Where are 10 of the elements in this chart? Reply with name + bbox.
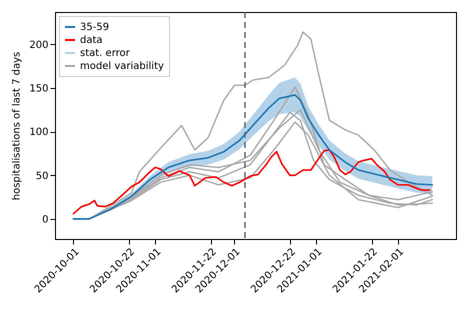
y-axis-title: hospitalisations of last 7 days bbox=[11, 52, 22, 200]
legend-label: data bbox=[80, 35, 103, 46]
legend-label: model variability bbox=[80, 61, 164, 72]
y-tick-label: 50 bbox=[36, 170, 48, 182]
y-tick-label: 0 bbox=[42, 214, 48, 226]
legend-label: 35-59 bbox=[80, 22, 110, 33]
y-tick-label: 100 bbox=[29, 127, 48, 138]
y-tick-label: 200 bbox=[29, 40, 48, 51]
y-tick-label: 150 bbox=[29, 83, 48, 94]
legend-label: stat. error bbox=[80, 48, 131, 59]
